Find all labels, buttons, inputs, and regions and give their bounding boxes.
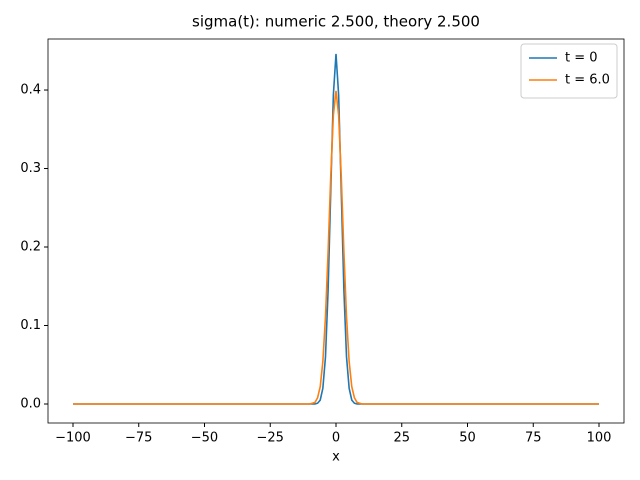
y-tick-label: 0.4 — [20, 83, 41, 98]
series-line — [72, 90, 600, 405]
x-tick-label: −50 — [191, 431, 218, 446]
x-tick-label: 25 — [393, 431, 410, 446]
axes-frame — [47, 38, 625, 424]
legend-label: t = 0 — [565, 51, 598, 66]
series-line — [72, 53, 600, 405]
chart-title: sigma(t): numeric 2.500, theory 2.500 — [192, 13, 480, 31]
x-tick-label: −75 — [125, 431, 152, 446]
y-tick-label: 0.0 — [20, 397, 41, 412]
legend-label: t = 6.0 — [565, 73, 610, 88]
y-tick-label: 0.1 — [20, 318, 41, 333]
x-axis-label: x — [332, 450, 340, 465]
x-tick-label: −25 — [257, 431, 284, 446]
x-tick-label: 100 — [587, 431, 612, 446]
y-tick-label: 0.2 — [20, 240, 41, 255]
x-tick-label: 0 — [332, 431, 340, 446]
x-tick-label: −100 — [55, 431, 91, 446]
x-tick-label: 50 — [459, 431, 476, 446]
x-tick-label: 75 — [525, 431, 542, 446]
y-tick-label: 0.3 — [20, 161, 41, 176]
